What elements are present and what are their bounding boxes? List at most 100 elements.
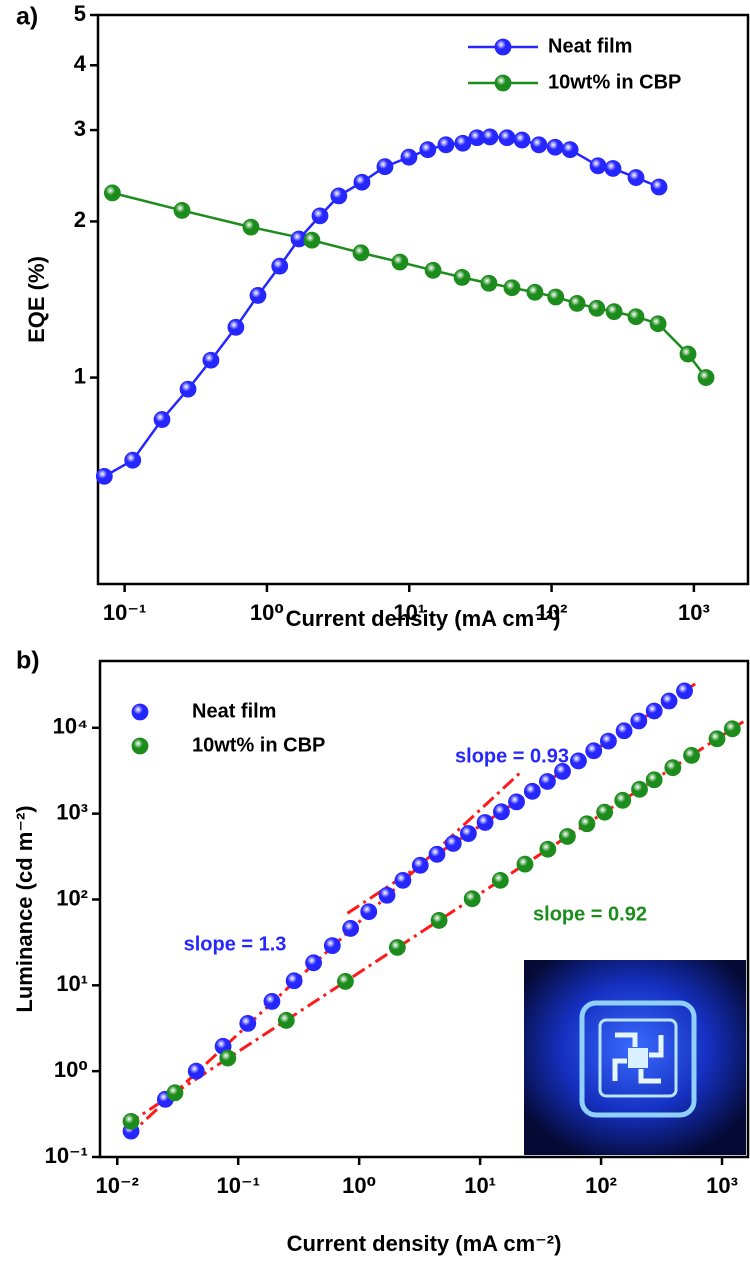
data-point [600, 732, 617, 750]
legend-marker [131, 703, 149, 721]
data-point [708, 730, 726, 748]
data-point [493, 803, 510, 821]
y-tick-label: 10¹ [56, 971, 88, 996]
data-point [454, 134, 472, 152]
data-point [352, 244, 370, 262]
data-point [516, 855, 534, 873]
data-point [453, 268, 471, 286]
x-tick-label: 10⁻¹ [216, 1173, 259, 1198]
data-point [400, 148, 418, 166]
data-point [645, 702, 663, 720]
data-point [95, 467, 113, 485]
panel-label: a) [16, 3, 38, 31]
legend-label: Neat film [548, 35, 632, 57]
y-tick-label: 10⁴ [53, 714, 88, 739]
panel-label: b) [16, 647, 40, 675]
legend-marker [494, 74, 512, 92]
x-tick-label: 10³ [706, 1173, 738, 1198]
data-point [570, 752, 587, 770]
y-axis-title: Luminance (cd m⁻²) [12, 805, 37, 1012]
legend-label: 10wt% in CBP [192, 734, 325, 756]
data-point [388, 939, 406, 956]
data-point [311, 207, 329, 225]
data-point [219, 1049, 237, 1067]
data-point [559, 828, 576, 845]
series-line [112, 191, 708, 379]
data-point [615, 722, 633, 740]
x-tick-label: 10¹ [393, 600, 425, 625]
data-point [614, 791, 632, 809]
data-point [323, 937, 341, 955]
data-point [360, 903, 378, 921]
data-point [523, 782, 541, 800]
data-point [476, 814, 494, 831]
data-point [444, 835, 462, 852]
x-tick-label: 10³ [678, 600, 710, 625]
data-point [596, 803, 614, 821]
data-point [459, 825, 477, 842]
data-point [679, 345, 697, 363]
x-tick-label: 10² [536, 600, 568, 625]
data-point [589, 157, 607, 175]
data-point [463, 890, 481, 908]
x-tick-label: 10⁻² [96, 1173, 139, 1198]
data-point [337, 973, 354, 990]
data-point [376, 158, 394, 176]
plot-frame [96, 13, 750, 586]
data-point [538, 773, 556, 790]
data-point [588, 299, 606, 317]
data-point [660, 692, 678, 710]
data-point [342, 920, 360, 937]
x-tick-label: 10⁻¹ [103, 600, 146, 625]
data-point [605, 303, 623, 321]
data-point [508, 793, 525, 811]
photo-device-frame [579, 1000, 697, 1118]
data-point [578, 815, 596, 833]
data-point [630, 712, 648, 730]
data-point [631, 780, 648, 798]
data-point [303, 231, 321, 249]
data-point [697, 369, 715, 386]
annotation: slope = 0.93 [455, 745, 569, 767]
data-point [411, 856, 429, 874]
legend-marker [494, 38, 512, 56]
y-tick-label: 10⁰ [54, 1057, 88, 1082]
data-point [683, 746, 700, 764]
data-point [503, 279, 521, 297]
data-point [650, 178, 668, 196]
legend-label: Neat film [192, 700, 276, 722]
data-point [153, 411, 171, 428]
data-point [547, 288, 565, 306]
y-tick-label: 10⁻¹ [45, 1143, 88, 1168]
x-axis-title: Current density (mA cm⁻²) [287, 1231, 562, 1256]
data-point [353, 173, 371, 191]
data-point [627, 308, 645, 326]
data-point [242, 218, 260, 236]
data-point [513, 131, 531, 149]
data-point [124, 451, 142, 469]
data-point [585, 742, 603, 760]
plot-frame [98, 659, 750, 1159]
y-axis-title: EQE (%) [24, 256, 49, 343]
legend-marker [131, 737, 149, 755]
x-tick-label: 10⁰ [250, 600, 284, 625]
data-point [664, 759, 682, 777]
photo-device-inner [598, 1018, 678, 1098]
data-point [173, 202, 191, 219]
data-point [202, 351, 220, 369]
data-point [649, 315, 667, 333]
plot-area [122, 682, 745, 1140]
data-point [428, 845, 446, 863]
data-point [554, 763, 571, 780]
y-tick-label: 5 [74, 1, 86, 26]
y-tick-label: 2 [74, 207, 86, 232]
data-point [305, 954, 322, 972]
inset-photo [524, 960, 746, 1155]
annotation: slope = 0.92 [533, 903, 647, 925]
data-point [277, 1012, 295, 1029]
data-point [627, 169, 645, 186]
data-point [263, 992, 281, 1010]
data-point [103, 184, 121, 202]
data-point [539, 840, 557, 858]
data-point [645, 771, 663, 789]
